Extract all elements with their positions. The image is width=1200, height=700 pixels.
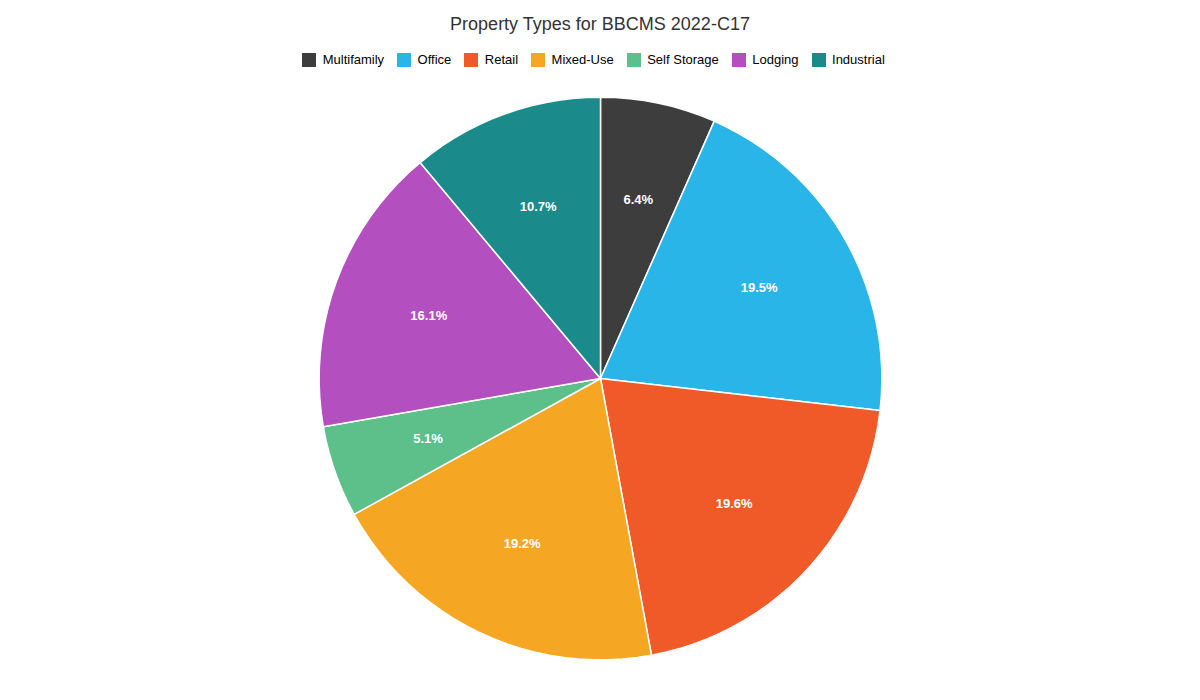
svg-text:5.1%: 5.1% [413,431,443,446]
html-text:Retail: Retail [484,52,519,67]
html-text:Lodging: Lodging [752,52,799,67]
html-text:Office: Office [417,52,452,67]
svg-text:19.2%: 19.2% [504,535,541,550]
html-text:Multifamily: Multifamily [322,52,385,67]
svg-text:19.5%: 19.5% [741,279,778,294]
html-text:Property Types for BBCMS 2022-: Property Types for BBCMS 2022-C17 [450,14,750,34]
svg-text:6.4%: 6.4% [623,191,653,206]
svg-text:16.1%: 16.1% [410,307,447,322]
svg-text:19.6%: 19.6% [716,495,753,510]
html-text:Industrial: Industrial [832,52,885,67]
html-text:Mixed-Use: Mixed-Use [551,52,614,67]
svg-text:10.7%: 10.7% [520,198,557,213]
html-text:Self Storage: Self Storage [647,52,719,67]
